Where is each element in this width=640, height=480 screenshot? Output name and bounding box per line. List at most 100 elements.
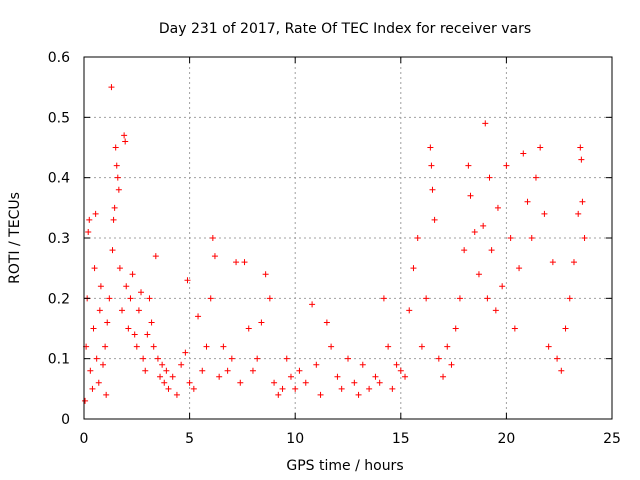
data-point xyxy=(376,379,383,386)
data-point xyxy=(309,301,316,308)
data-point xyxy=(209,235,216,241)
data-point xyxy=(93,355,100,362)
data-point xyxy=(87,367,94,374)
data-point xyxy=(345,355,351,362)
data-point xyxy=(140,355,147,362)
data-point xyxy=(154,355,161,362)
data-point xyxy=(82,397,89,404)
data-point xyxy=(482,120,489,127)
data-point xyxy=(429,186,436,193)
data-point xyxy=(516,265,523,272)
data-point xyxy=(402,373,409,380)
data-point xyxy=(111,204,118,211)
y-tick-label: 0.3 xyxy=(48,231,70,247)
data-point xyxy=(148,319,155,326)
data-point xyxy=(190,385,197,392)
data-point xyxy=(427,144,434,151)
data-point xyxy=(397,367,404,374)
data-point xyxy=(578,156,585,163)
data-point xyxy=(133,343,140,350)
data-point xyxy=(313,361,320,368)
data-point xyxy=(195,313,202,320)
data-point xyxy=(507,235,514,241)
data-point xyxy=(233,259,240,266)
y-tick-label: 0 xyxy=(61,412,70,428)
data-point xyxy=(372,373,379,380)
data-point xyxy=(554,355,561,362)
data-point xyxy=(109,247,116,254)
data-point xyxy=(220,343,227,350)
data-point xyxy=(355,391,362,398)
axis-ticks xyxy=(83,56,613,420)
data-point xyxy=(241,259,248,266)
data-point xyxy=(410,265,417,272)
data-point xyxy=(254,355,261,362)
y-tick-label: 0.5 xyxy=(48,110,70,126)
data-point xyxy=(366,385,373,392)
data-point xyxy=(406,307,413,314)
data-point xyxy=(471,228,478,235)
data-point xyxy=(414,235,421,241)
data-point xyxy=(102,343,109,350)
y-tick-label: 0.1 xyxy=(48,352,70,368)
data-point xyxy=(338,385,345,392)
data-point xyxy=(90,325,97,332)
data-point xyxy=(461,247,468,254)
x-axis-label: GPS time / hours xyxy=(286,458,403,474)
data-point xyxy=(275,391,282,398)
data-point xyxy=(161,379,168,386)
data-point xyxy=(85,228,92,235)
data-point xyxy=(249,367,256,374)
data-point xyxy=(146,295,153,302)
data-point xyxy=(89,385,96,392)
data-point xyxy=(122,138,129,145)
data-point xyxy=(444,343,451,350)
data-point xyxy=(115,186,122,193)
data-point xyxy=(351,379,358,386)
data-point xyxy=(113,162,120,169)
data-point xyxy=(228,355,235,362)
data-point xyxy=(237,379,244,386)
data-point xyxy=(271,379,278,386)
data-point xyxy=(135,307,142,314)
data-point xyxy=(575,210,582,217)
x-tick-label: 20 xyxy=(497,431,515,447)
data-point xyxy=(150,343,157,350)
data-point xyxy=(494,204,501,211)
data-points xyxy=(82,84,588,404)
data-point xyxy=(393,361,400,368)
data-point xyxy=(266,295,273,302)
data-point xyxy=(108,84,115,91)
data-point xyxy=(283,355,290,362)
data-point xyxy=(302,379,309,386)
y-axis-label: ROTI / TECUs xyxy=(7,192,23,284)
data-point xyxy=(119,307,126,314)
data-point xyxy=(423,295,430,302)
data-point xyxy=(100,361,107,368)
data-point xyxy=(549,259,556,266)
data-point xyxy=(511,325,518,332)
data-point xyxy=(169,373,176,380)
data-point xyxy=(562,325,569,332)
x-tick-label: 5 xyxy=(185,431,194,447)
data-point xyxy=(279,385,286,392)
data-point xyxy=(207,295,214,302)
data-point xyxy=(287,373,294,380)
data-point xyxy=(541,210,548,217)
data-point xyxy=(385,343,392,350)
data-point xyxy=(428,162,435,169)
grid-lines xyxy=(84,57,612,419)
data-point xyxy=(159,361,166,368)
data-point xyxy=(114,174,121,181)
data-point xyxy=(492,307,499,314)
data-point xyxy=(97,283,104,290)
data-point xyxy=(389,385,396,392)
data-point xyxy=(520,150,527,157)
data-point xyxy=(95,379,102,386)
data-point xyxy=(86,216,93,223)
data-point xyxy=(467,192,474,199)
data-point xyxy=(380,295,387,302)
chart-title: Day 231 of 2017, Rate Of TEC Index for r… xyxy=(159,21,531,37)
data-point xyxy=(486,174,493,181)
